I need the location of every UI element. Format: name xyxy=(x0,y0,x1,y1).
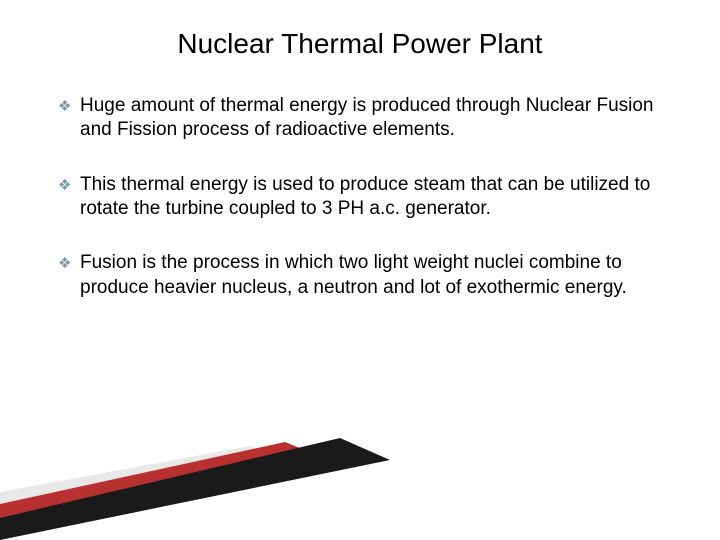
list-item: ❖ This thermal energy is used to produce… xyxy=(58,173,670,222)
swoosh-decoration xyxy=(0,430,720,540)
bullet-icon: ❖ xyxy=(58,176,71,195)
bullet-icon: ❖ xyxy=(58,97,71,116)
slide: Nuclear Thermal Power Plant ❖ Huge amoun… xyxy=(0,0,720,540)
bullet-text: Fusion is the process in which two light… xyxy=(80,252,627,297)
list-item: ❖ Huge amount of thermal energy is produ… xyxy=(58,94,670,143)
bullet-text: Huge amount of thermal energy is produce… xyxy=(80,95,654,140)
swoosh-stripe-red xyxy=(0,442,310,526)
bullet-text: This thermal energy is used to produce s… xyxy=(80,174,650,219)
list-item: ❖ Fusion is the process in which two lig… xyxy=(58,251,670,300)
swoosh-stripe-dark xyxy=(0,438,390,540)
bullet-icon: ❖ xyxy=(58,254,71,273)
swoosh-stripe-light xyxy=(0,446,265,506)
bullet-list: ❖ Huge amount of thermal energy is produ… xyxy=(50,94,670,300)
slide-title: Nuclear Thermal Power Plant xyxy=(90,28,630,60)
